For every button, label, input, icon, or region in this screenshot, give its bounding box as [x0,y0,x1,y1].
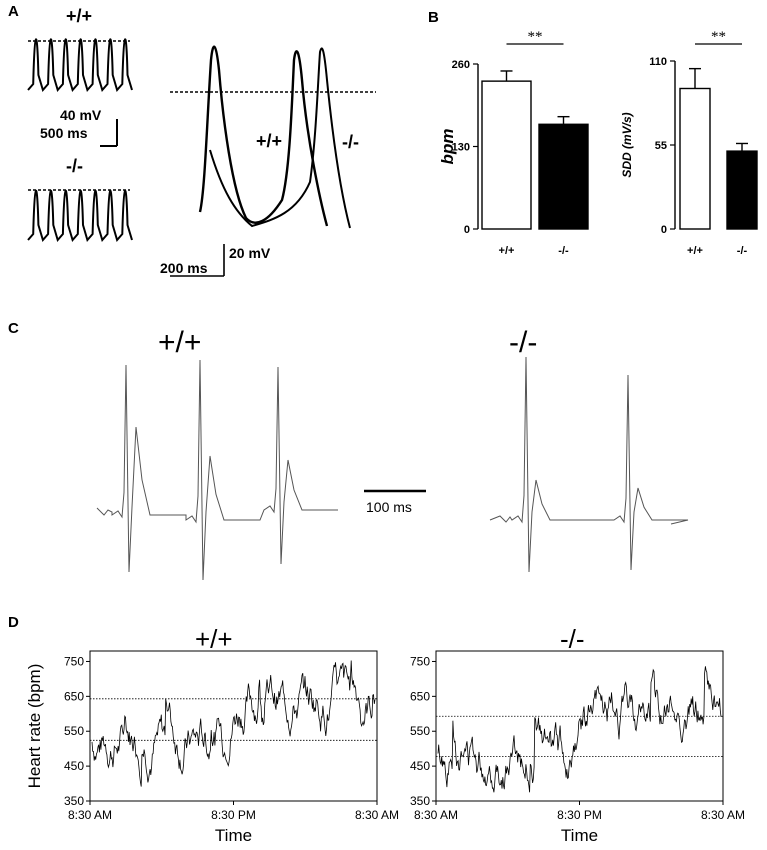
panel-letter-b: B [428,9,439,26]
b-significance-label: ** [711,29,726,45]
d-ko-heart-rate-chart: 350 450 550 650 750 8:30 AM 8:30 PM 8:30 AM Time [410,650,745,845]
panel-letter-a: A [8,3,19,20]
d-x-tick-label: 8:30 PM [211,808,256,822]
d-x-tick-label: 8:30 AM [414,808,458,822]
d-x-axis-label: Time [215,826,252,845]
d-y-tick-label: 750 [64,654,84,668]
d-y-tick-label: 750 [410,654,430,668]
d-y-tick-label: 550 [64,724,84,738]
a-scale-voltage-label: 40 mV [60,107,102,123]
b-x-tick-label: +/+ [687,245,703,257]
c-wt-label: +/+ [158,326,201,359]
b-bpm-bar-chart: 0 130 260 bpm +/+ -/- ** [438,29,589,257]
b-bar [679,87,711,230]
c-wt-ecg-trace [96,359,338,581]
b-y-tick-label: 0 [661,224,667,236]
b-bar [481,80,532,230]
a-overlay-wt-trace [198,45,329,227]
a-overlay-wt-label: +/+ [256,131,282,151]
d-y-tick-label: 650 [64,689,84,703]
a-overlay-scale-voltage-label: 20 mV [229,245,271,261]
c-time-scale-label: 100 ms [366,499,412,515]
a-overlay-scale-time-label: 200 ms [160,260,208,276]
a-bottom-action-potential-trace [27,189,133,243]
b-y-tick-label: 110 [649,56,667,68]
panel-letter-d: D [8,614,19,631]
a-small-top-label: +/+ [66,6,92,26]
d-ko-title: -/- [560,624,585,654]
a-overlay-ko-trace [209,47,351,229]
d-y-tick-label: 350 [410,794,430,808]
d-plot-frame [89,650,378,802]
d-y-tick-label: 450 [410,759,430,773]
a-small-bottom-label: -/- [66,156,83,176]
b-bar [538,123,589,230]
b-y-axis-label: SDD (mV/s) [620,112,634,177]
a-overlay-ko-label: -/- [342,132,359,152]
b-x-tick-label: -/- [558,245,569,257]
d-y-tick-label: 450 [64,759,84,773]
d-y-tick-label: 350 [64,794,84,808]
a-scale-time-label: 500 ms [40,125,88,141]
b-x-tick-label: +/+ [499,245,515,257]
panel-letter-c: C [8,320,19,337]
b-y-tick-label: 260 [452,59,470,71]
d-x-axis-label: Time [561,826,598,845]
c-ko-ecg-trace [489,356,689,573]
d-y-tick-label: 650 [410,689,430,703]
d-heart-rate-trace [437,666,722,793]
d-y-axis-label: Heart rate (bpm) [25,664,44,789]
b-significance-label: ** [528,29,543,45]
d-wt-heart-rate-chart: 350 450 550 650 750 8:30 AM 8:30 PM 8:30 AM Time… [25,650,399,845]
d-heart-rate-trace [91,660,376,787]
d-wt-title: +/+ [195,624,233,654]
b-y-axis-label: bpm [438,129,457,165]
d-x-tick-label: 8:30 AM [355,808,399,822]
b-y-tick-label: 130 [452,142,470,154]
d-x-tick-label: 8:30 AM [701,808,745,822]
b-bar [726,150,758,230]
b-x-tick-label: -/- [737,245,748,257]
b-y-tick-label: 55 [655,140,667,152]
c-ko-label: -/- [509,326,537,359]
d-x-tick-label: 8:30 AM [68,808,112,822]
b-y-tick-label: 0 [464,224,470,236]
a-top-action-potential-trace [27,38,133,93]
d-y-tick-label: 550 [410,724,430,738]
d-x-tick-label: 8:30 PM [557,808,602,822]
b-sdd-bar-chart: 0 55 110 SDD (mV/s) +/+ -/- ** [620,29,758,257]
